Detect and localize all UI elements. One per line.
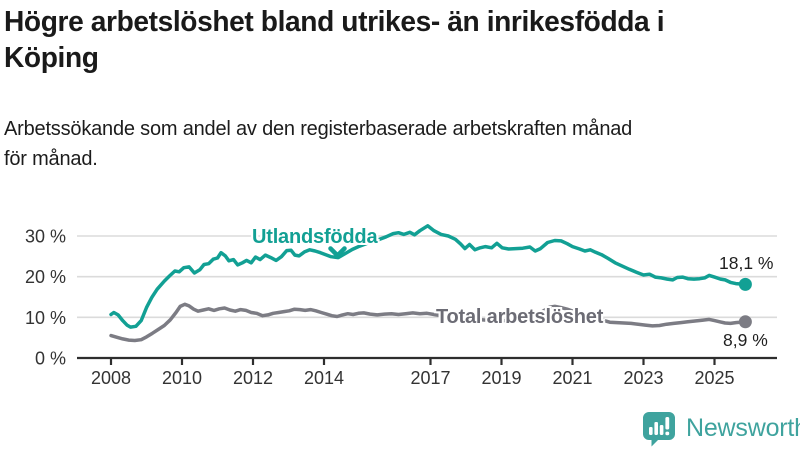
- series-line-total-arbetsloshet: [109, 302, 748, 343]
- exclamation-dot: [665, 431, 670, 436]
- series-end-dot-utlandsfodda: [738, 277, 752, 291]
- newsworthy-logo[interactable]: Newsworthy: [641, 410, 800, 447]
- end-value-total: 8,9 %: [723, 330, 768, 350]
- page-title-line2: Köping: [4, 42, 99, 74]
- x-tick-label: 2012: [233, 368, 273, 388]
- end-value-utlandsfodda: 18,1 %: [719, 253, 774, 273]
- newsworthy-icon: [643, 412, 675, 447]
- series-label-total-arbetsloshet: Total arbetslöshet: [436, 306, 604, 328]
- page-title: Högre arbetslöshet bland utrikes- än inr…: [4, 4, 776, 76]
- y-tick-label: 20 %: [25, 267, 66, 287]
- series-end-dot-total-arbetsloshet: [738, 315, 752, 329]
- exclamation-stem: [665, 417, 670, 430]
- newsworthy-wordmark: Newsworthy: [686, 414, 800, 442]
- bar-medium: [659, 425, 664, 435]
- y-tick-label: 30 %: [25, 226, 66, 246]
- x-tick-label: 2014: [304, 368, 344, 388]
- page-title-line1: Högre arbetslöshet bland utrikes- än inr…: [4, 6, 665, 38]
- y-tick-label: 10 %: [25, 308, 66, 328]
- y-axis-labels: 0 % 10 % 20 % 30 %: [25, 226, 66, 368]
- chart-subtitle-line2: för månad.: [4, 148, 98, 170]
- series-lines: [109, 224, 752, 343]
- y-tick-label: 0 %: [35, 349, 66, 369]
- x-tick-label: 2008: [91, 368, 131, 388]
- chevron-down-icon: [328, 246, 347, 258]
- x-axis: [77, 356, 777, 365]
- x-tick-label: 2010: [162, 368, 202, 388]
- x-tick-label: 2021: [552, 368, 592, 388]
- x-tick-label: 2019: [481, 368, 521, 388]
- chart-subtitle-line1: Arbetssökande som andel av den registerb…: [4, 118, 633, 140]
- x-tick-label: 2023: [623, 368, 663, 388]
- gridlines: [77, 235, 777, 319]
- series-line-utlandsfodda: [109, 224, 748, 329]
- bar-tall: [654, 422, 658, 435]
- x-axis-labels: 2008 2010 2012 2014 2017 2019 2021 2023 2025: [91, 368, 735, 388]
- series-label-utlandsfodda: Utlandsfödda: [252, 226, 378, 248]
- x-tick-label: 2017: [410, 368, 450, 388]
- chart-subtitle: Arbetssökande som andel av den registerb…: [4, 114, 800, 174]
- x-tick-label: 2025: [694, 368, 734, 388]
- bar-small: [649, 427, 653, 435]
